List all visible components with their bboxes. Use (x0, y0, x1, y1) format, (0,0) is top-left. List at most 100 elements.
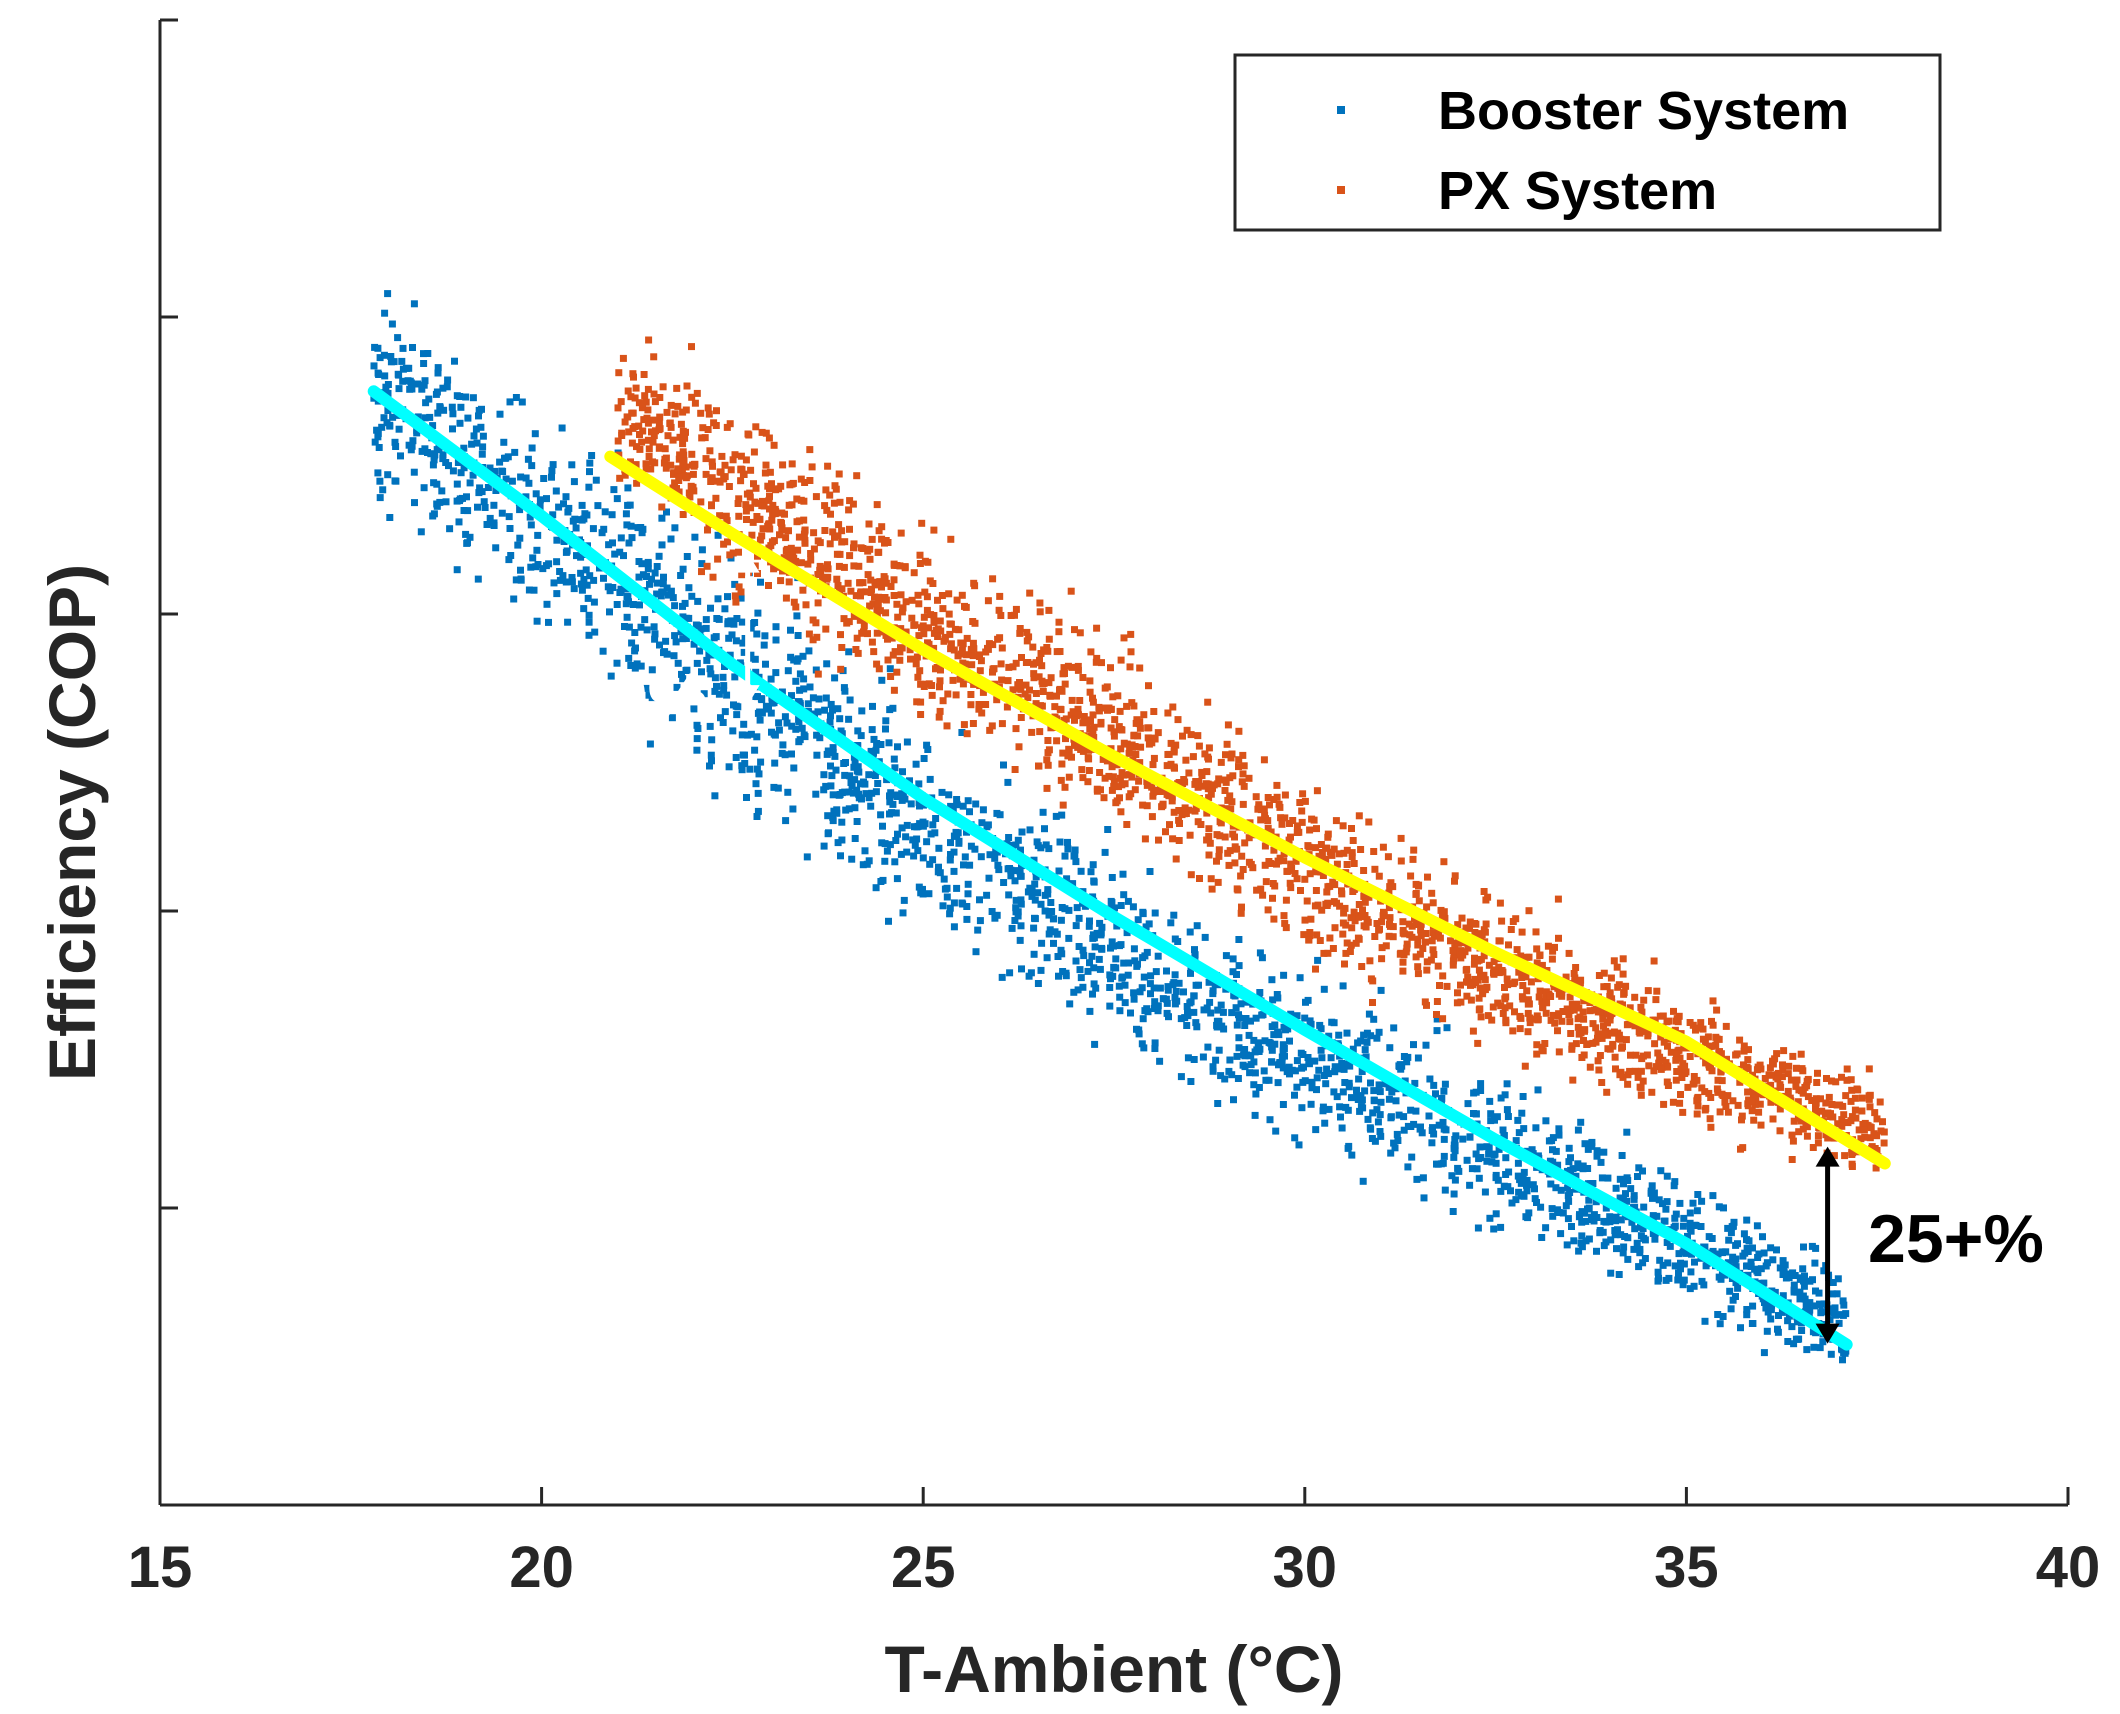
data-point (1477, 1013, 1485, 1021)
data-point (881, 857, 889, 865)
data-point (1784, 1338, 1792, 1345)
data-point (750, 448, 758, 456)
data-point (1030, 950, 1038, 958)
data-point (1695, 1024, 1703, 1032)
data-point (1855, 1126, 1863, 1134)
data-point (964, 890, 972, 898)
data-point (1344, 1144, 1352, 1152)
data-point (751, 746, 759, 754)
data-point (1659, 1200, 1666, 1208)
data-point (1281, 791, 1289, 799)
data-point (1803, 1346, 1811, 1354)
data-point (642, 684, 650, 692)
data-point (1287, 833, 1294, 841)
data-point (1667, 1048, 1675, 1056)
data-point (585, 618, 593, 626)
data-point (1079, 946, 1087, 954)
data-point (1693, 1110, 1701, 1118)
data-point (1439, 1015, 1447, 1023)
data-point (421, 445, 429, 453)
data-point (1296, 799, 1304, 806)
data-point (935, 863, 942, 871)
data-point (1054, 953, 1062, 960)
data-point (960, 721, 968, 729)
data-point (1466, 918, 1474, 926)
data-point (723, 691, 731, 699)
data-point (826, 718, 834, 726)
data-point (732, 754, 740, 761)
data-point (1664, 1063, 1672, 1071)
data-point (1182, 756, 1190, 764)
data-point (714, 531, 722, 539)
data-point (545, 618, 552, 626)
data-point (1457, 998, 1465, 1006)
data-point (857, 544, 865, 552)
data-point (1193, 922, 1201, 930)
data-point (629, 409, 637, 417)
data-point (661, 455, 669, 463)
data-point (525, 479, 533, 487)
data-point (1087, 868, 1095, 876)
data-point (1619, 1249, 1627, 1257)
data-point (967, 701, 975, 709)
data-point (1857, 1135, 1865, 1143)
data-point (1847, 1117, 1855, 1125)
data-point (673, 683, 681, 691)
data-point (1743, 1236, 1750, 1244)
data-point (1555, 1048, 1563, 1056)
data-point (845, 506, 853, 514)
data-point (656, 641, 663, 649)
data-point (821, 706, 829, 714)
data-point (1073, 904, 1081, 912)
data-point (1312, 868, 1320, 876)
data-point (1177, 1015, 1185, 1023)
data-point (705, 650, 713, 658)
data-point (996, 592, 1004, 600)
data-point (1133, 716, 1141, 724)
data-point (1117, 941, 1125, 949)
data-point (395, 425, 403, 433)
data-point (604, 583, 612, 591)
data-point (938, 788, 946, 796)
data-point (658, 514, 666, 522)
data-point (788, 692, 795, 700)
data-point (988, 908, 996, 915)
data-point (831, 752, 839, 760)
data-point (1712, 1041, 1720, 1049)
data-point (1660, 1217, 1668, 1225)
data-point (1055, 618, 1063, 626)
data-point (875, 527, 883, 535)
data-point (966, 861, 974, 869)
data-point (1675, 1250, 1683, 1258)
data-point (998, 676, 1006, 684)
data-point (1671, 1178, 1679, 1186)
data-point (549, 511, 557, 519)
data-point (705, 410, 713, 418)
data-point (1040, 646, 1048, 654)
data-point (1183, 1022, 1191, 1029)
data-point (1028, 728, 1036, 736)
data-point (1767, 1315, 1775, 1323)
data-point (1059, 670, 1067, 678)
data-point (1602, 1238, 1610, 1246)
data-point (1139, 908, 1147, 916)
data-point (1848, 1086, 1856, 1094)
data-point (1175, 837, 1183, 844)
data-point (707, 604, 714, 612)
data-point (1876, 1098, 1884, 1106)
x-tick-label: 30 (1273, 1535, 1338, 1600)
data-point (424, 449, 431, 456)
data-point (568, 574, 576, 581)
data-point (761, 469, 769, 477)
data-point (1578, 1232, 1586, 1240)
data-point (887, 789, 895, 797)
data-point (663, 650, 671, 658)
data-point (663, 584, 671, 592)
data-point (797, 475, 805, 483)
data-point (657, 592, 665, 600)
data-point (1005, 891, 1013, 899)
data-point (903, 848, 911, 856)
data-point (1026, 826, 1034, 834)
data-point (984, 644, 991, 652)
data-point (838, 644, 846, 651)
